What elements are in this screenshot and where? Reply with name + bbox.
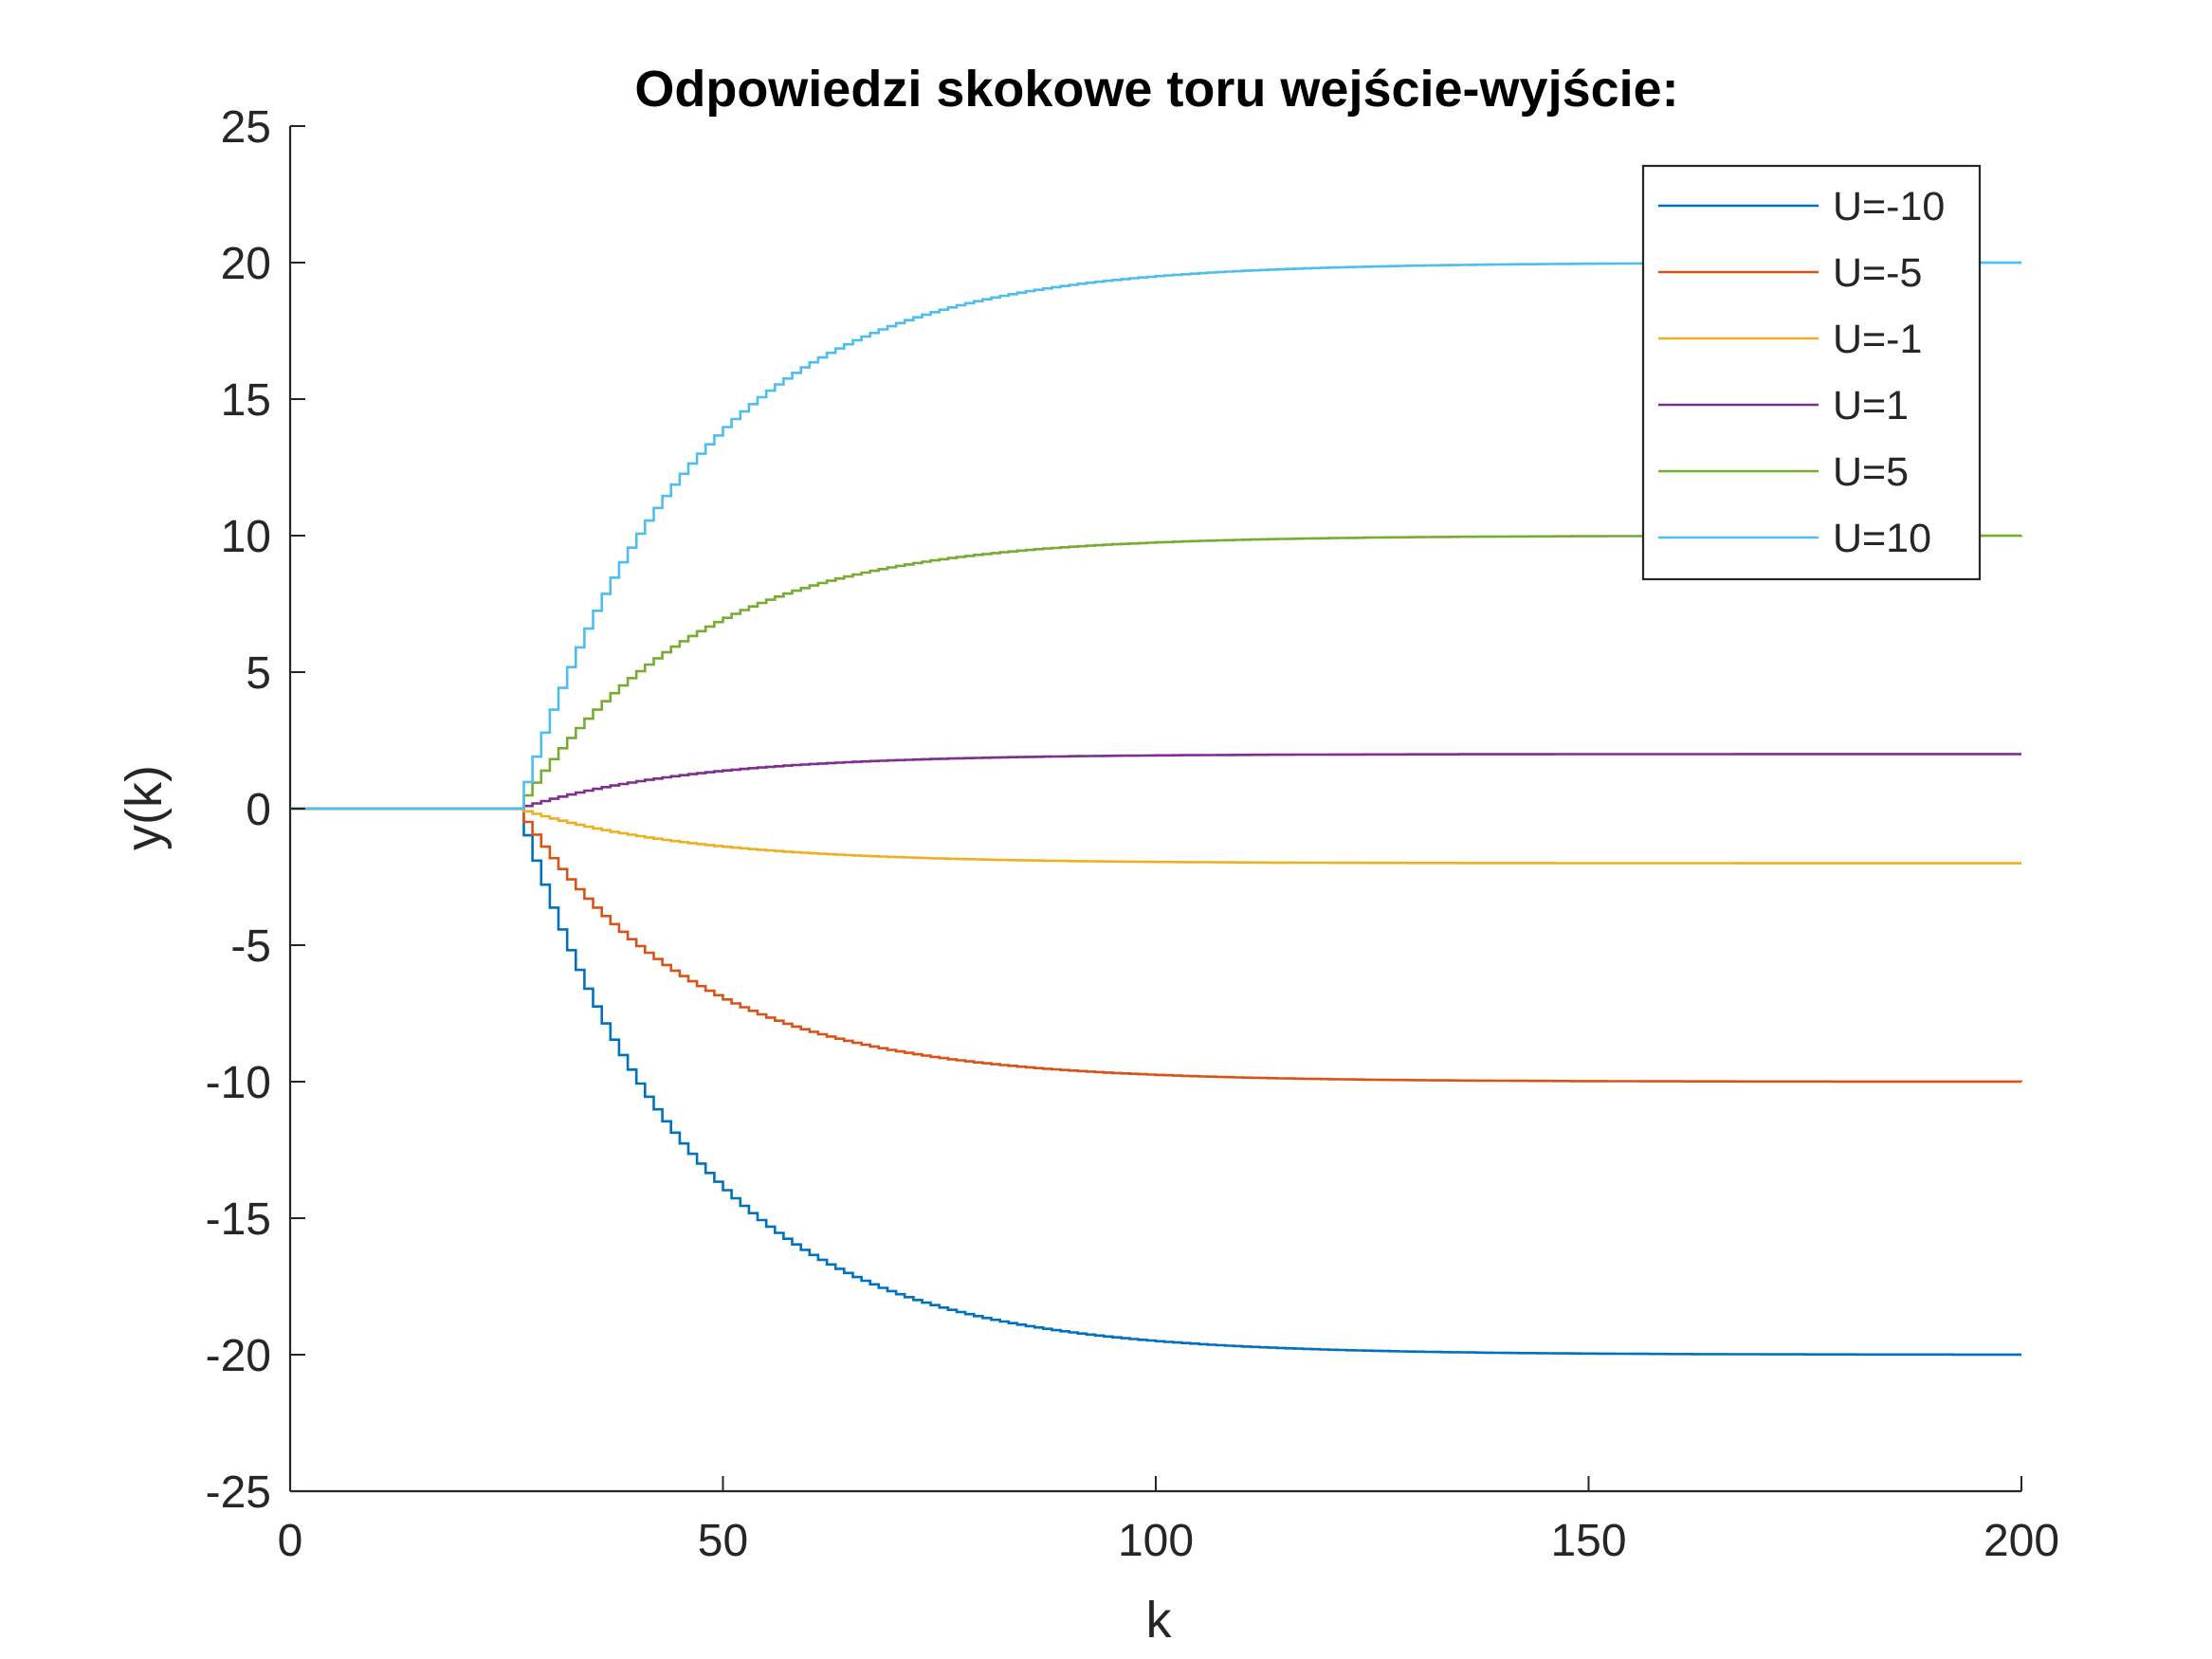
legend-entry-label: U=1: [1833, 383, 1909, 428]
legend-entry-label: U=10: [1833, 516, 1931, 561]
x-axis: 0 50 100 150 200: [278, 1476, 2059, 1566]
series-line: [290, 807, 2021, 1357]
x-tick-label: 100: [1118, 1516, 1194, 1566]
plot-area: [288, 126, 2023, 1493]
series-line: [290, 807, 2021, 865]
chart-title: Odpowiedzi skokowe toru wejście-wyjście:: [634, 61, 1678, 118]
x-axis-label: k: [1146, 1592, 1173, 1649]
y-axis-label: y(k): [116, 765, 173, 850]
series-line: [290, 261, 2021, 811]
series-line: [290, 807, 2023, 1084]
y-tick-label: -25: [206, 1468, 271, 1518]
series-line: [290, 534, 2023, 811]
y-tick-label: 10: [221, 512, 271, 562]
legend-entry-label: U=-1: [1833, 317, 1922, 362]
legend-entry-label: U=-10: [1833, 184, 1945, 229]
legend: U=-10 U=-5 U=-1 U=1 U=5 U=10: [1641, 164, 1982, 581]
x-tick-label: 0: [278, 1516, 303, 1566]
x-tick-label: 50: [698, 1516, 748, 1566]
y-axis: 25 20 15 10 5 0 -5 -10 -15 -20 -25: [206, 102, 305, 1518]
series-line: [290, 753, 2021, 811]
y-tick-label: -15: [206, 1194, 271, 1245]
y-tick-label: 15: [221, 375, 271, 426]
legend-entry-label: U=-5: [1833, 250, 1922, 296]
y-tick-label: 20: [221, 239, 271, 289]
y-tick-label: -20: [206, 1331, 271, 1381]
y-tick-label: 0: [246, 785, 271, 835]
y-tick-label: -5: [230, 921, 271, 972]
y-tick-label: -10: [206, 1058, 271, 1108]
legend-box: [1641, 164, 1982, 581]
legend-entry-label: U=5: [1833, 449, 1909, 495]
x-tick-label: 150: [1550, 1516, 1626, 1566]
x-tick-label: 200: [1983, 1516, 2059, 1566]
y-tick-label: 25: [221, 102, 271, 153]
y-tick-label: 5: [246, 648, 271, 699]
